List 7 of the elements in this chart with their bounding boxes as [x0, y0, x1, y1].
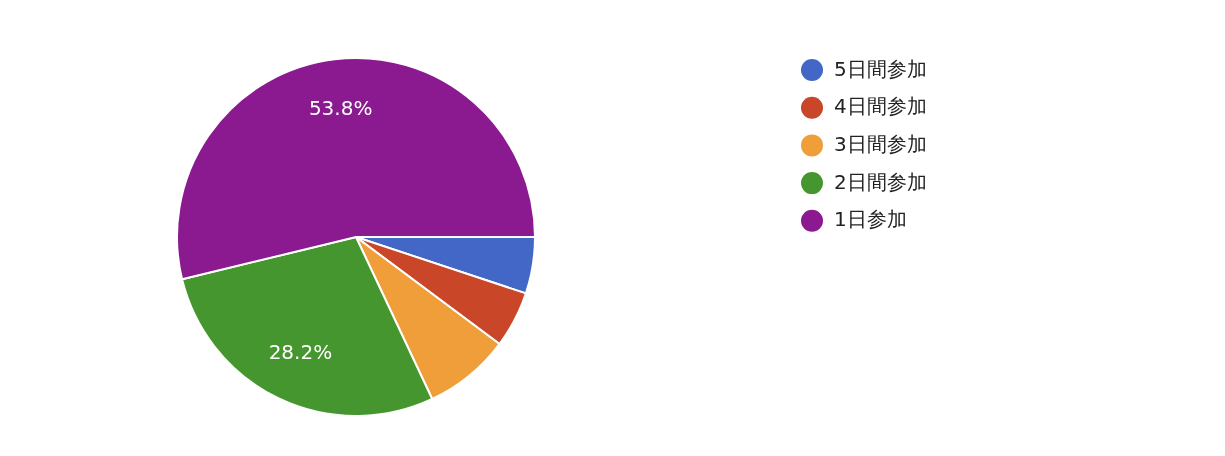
data-label: 53.8% — [308, 95, 373, 120]
legend-label: 1日参加 — [834, 207, 907, 232]
data-label: 28.2% — [268, 339, 333, 364]
legend-label: 3日間参加 — [834, 131, 927, 156]
legend-label: 2日間参加 — [834, 169, 927, 194]
legend-label: 4日間参加 — [834, 94, 927, 119]
legend-label: 5日間参加 — [834, 56, 927, 81]
